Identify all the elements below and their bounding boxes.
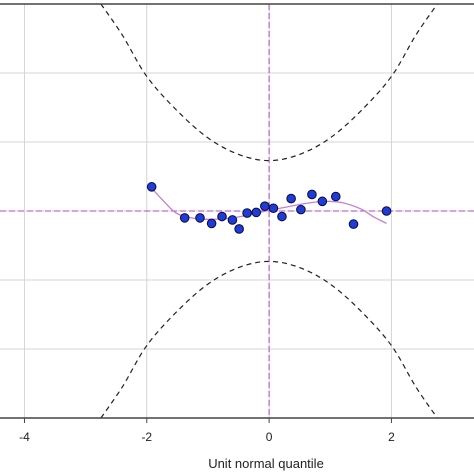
data-point [286,193,296,204]
x-axis-title: Unit normal quantile [208,456,324,471]
data-point [227,215,238,225]
data-point [234,224,244,234]
data-point [296,204,306,215]
plot-frame [0,3,474,419]
data-point [348,219,359,229]
x-tick-label: -2 [141,430,152,444]
data-point [217,211,227,222]
data-point [195,213,205,223]
data-point [251,207,262,218]
data-point [381,206,392,216]
data-point [307,189,317,200]
x-tick-label: 2 [388,430,395,444]
data-points [146,182,392,234]
x-axis: -4 -2 0 2 [19,418,395,444]
data-point [146,182,157,192]
x-tick-label: 0 [266,430,273,444]
data-point [268,203,279,214]
data-point [179,213,190,223]
data-point [277,211,287,222]
data-point [317,196,328,207]
reference-lines [0,4,474,418]
data-point [206,218,217,229]
data-point [330,191,341,202]
x-tick-label: -4 [19,430,30,444]
data-point [242,208,252,218]
data-point [260,201,270,211]
